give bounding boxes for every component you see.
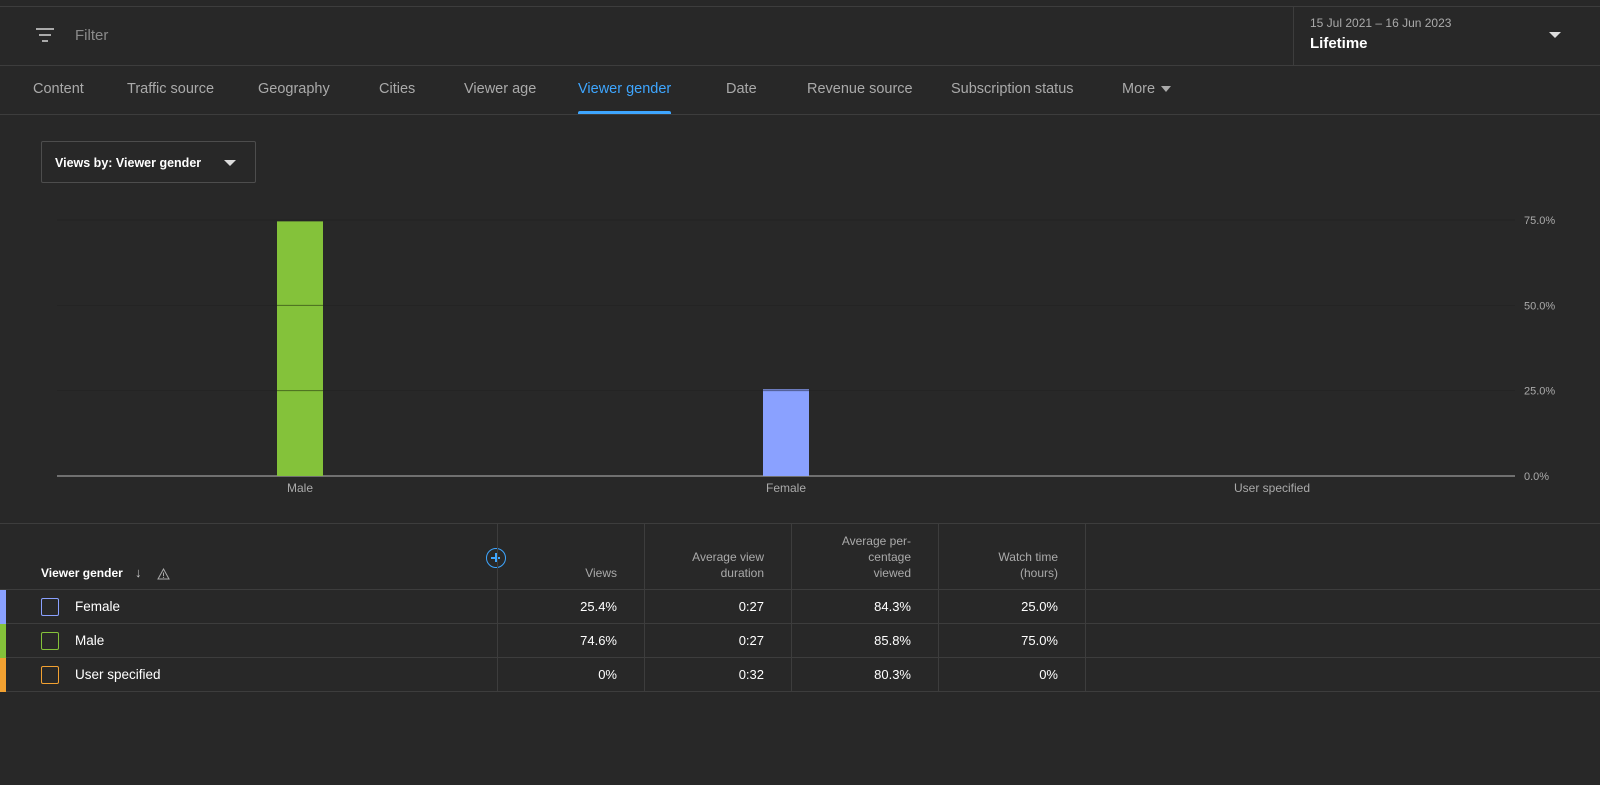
header-line: duration — [720, 566, 764, 580]
row-label: Female — [75, 599, 121, 614]
cell-watch-time: 0% — [1039, 667, 1058, 682]
column-divider — [791, 624, 792, 658]
header-line: centage — [868, 550, 911, 564]
column-divider — [1085, 590, 1086, 624]
header-line: Watch time — [998, 550, 1058, 564]
x-tick-label: Male — [287, 481, 313, 495]
tab-subscription-status[interactable]: Subscription status — [951, 81, 1074, 97]
header-line: Average per- — [841, 534, 911, 548]
filter-icon[interactable] — [36, 27, 56, 43]
report-tabs: Content Traffic source Geography Cities … — [0, 66, 1600, 115]
add-metric-icon[interactable] — [486, 548, 506, 568]
column-divider — [791, 524, 792, 590]
cell-watch-time: 25.0% — [1021, 599, 1058, 614]
cell-average-view-duration: 0:32 — [738, 667, 764, 682]
column-divider — [644, 624, 645, 658]
date-range-selector[interactable]: 15 Jul 2021 – 16 Jun 2023 Lifetime — [1293, 7, 1600, 66]
header-line: Average view — [692, 550, 764, 564]
row-color-stripe — [0, 658, 6, 692]
viewer-gender-chart: Male Female User specified 0.0% 25.0% 50.0% 7… — [57, 215, 1555, 495]
column-divider — [497, 524, 498, 590]
row-color-stripe — [0, 590, 6, 624]
cell-average-percentage-viewed: 80.3% — [874, 667, 911, 682]
row-checkbox[interactable] — [41, 598, 59, 616]
table-row-male[interactable]: Male 74.6% 0:27 85.8% 75.0% — [0, 624, 1600, 658]
column-header-watch-time[interactable]: Watch time (hours) — [998, 549, 1058, 581]
filter-bar: Filter 15 Jul 2021 – 16 Jun 2023 Lifetim… — [0, 7, 1600, 66]
viewer-gender-table: Viewer gender ↓ Views Average view durat… — [0, 523, 1600, 692]
chevron-down-icon — [224, 160, 236, 166]
tab-geography[interactable]: Geography — [258, 81, 330, 97]
filter-input[interactable]: Filter — [75, 27, 109, 44]
views-by-dropdown[interactable]: Views by: Viewer gender — [41, 141, 256, 183]
tab-content[interactable]: Content — [33, 81, 84, 97]
column-header-average-view-duration[interactable]: Average view duration — [692, 549, 764, 581]
cell-watch-time: 75.0% — [1021, 633, 1058, 648]
tab-viewer-age[interactable]: Viewer age — [464, 81, 537, 97]
column-divider — [938, 590, 939, 624]
header-line: Views — [585, 566, 617, 580]
row-color-stripe — [0, 624, 6, 658]
column-header-viewer-gender[interactable]: Viewer gender — [41, 566, 123, 580]
column-divider — [938, 524, 939, 590]
row-checkbox[interactable] — [41, 666, 59, 684]
header-line: (hours) — [1019, 566, 1058, 580]
sort-arrow-icon[interactable]: ↓ — [135, 565, 142, 580]
tab-traffic-source[interactable]: Traffic source — [127, 81, 215, 97]
top-edge — [0, 0, 1600, 7]
column-divider — [644, 590, 645, 624]
active-tab-indicator — [578, 111, 671, 114]
y-tick-label: 25.0% — [1524, 386, 1555, 398]
table-row-female[interactable]: Female 25.4% 0:27 84.3% 25.0% — [0, 590, 1600, 624]
tab-cities[interactable]: Cities — [379, 81, 416, 97]
table-header: Viewer gender ↓ Views Average view durat… — [0, 524, 1600, 590]
column-divider — [938, 624, 939, 658]
cell-average-view-duration: 0:27 — [738, 599, 764, 614]
column-divider — [497, 624, 498, 658]
column-divider — [644, 658, 645, 692]
warning-icon[interactable] — [157, 568, 170, 580]
date-range-text: 15 Jul 2021 – 16 Jun 2023 — [1310, 16, 1452, 30]
cell-average-percentage-viewed: 84.3% — [874, 599, 911, 614]
column-divider — [497, 590, 498, 624]
column-divider — [1085, 658, 1086, 692]
views-by-dropdown-label: Views by: Viewer gender — [55, 156, 202, 170]
y-tick-label: 50.0% — [1524, 300, 1555, 312]
column-divider — [644, 524, 645, 590]
table-row-user-specified[interactable]: User specified 0% 0:32 80.3% 0% — [0, 658, 1600, 692]
column-divider — [497, 658, 498, 692]
cell-views: 74.6% — [580, 633, 617, 648]
row-label: Male — [75, 633, 105, 648]
column-header-views[interactable]: Views — [585, 565, 617, 581]
y-tick-label: 0.0% — [1524, 471, 1549, 483]
column-divider — [1085, 524, 1086, 590]
row-label: User specified — [75, 667, 161, 682]
column-header-average-percentage-viewed[interactable]: Average per- centage viewed — [842, 533, 911, 581]
x-tick-label: User specified — [1234, 481, 1310, 495]
column-divider — [791, 590, 792, 624]
bar-male[interactable] — [277, 221, 323, 476]
column-divider — [791, 658, 792, 692]
chevron-down-icon — [1549, 32, 1561, 38]
x-tick-label: Female — [766, 481, 806, 495]
caret-down-icon — [1161, 86, 1172, 93]
bar-female[interactable] — [763, 389, 809, 476]
tab-date[interactable]: Date — [726, 81, 757, 97]
header-line: viewed — [873, 566, 911, 580]
tab-revenue-source[interactable]: Revenue source — [807, 81, 913, 97]
tab-viewer-gender[interactable]: Viewer gender — [578, 81, 672, 97]
tab-more[interactable]: More — [1122, 81, 1172, 97]
cell-average-percentage-viewed: 85.8% — [874, 633, 911, 648]
cell-views: 25.4% — [580, 599, 617, 614]
column-divider — [1085, 624, 1086, 658]
cell-average-view-duration: 0:27 — [738, 633, 764, 648]
row-checkbox[interactable] — [41, 632, 59, 650]
y-tick-label: 75.0% — [1524, 215, 1555, 227]
date-range-label: Lifetime — [1310, 35, 1368, 52]
cell-views: 0% — [598, 667, 617, 682]
column-divider — [938, 658, 939, 692]
tab-more-label: More — [1122, 81, 1156, 97]
